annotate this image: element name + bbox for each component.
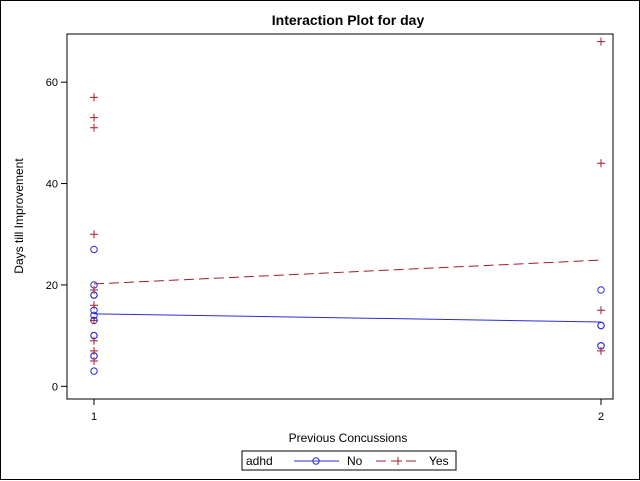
legend-title: adhd [246, 454, 273, 468]
data-point-no [597, 321, 605, 330]
data-point-yes [90, 301, 98, 310]
chart-title: Interaction Plot for day [272, 12, 425, 28]
data-point-yes [90, 286, 98, 295]
mean-line-yes [93, 259, 602, 285]
y-tick-label: 0 [52, 381, 58, 393]
legend-box [241, 450, 457, 471]
data-point-no [597, 286, 605, 294]
legend-marker-no [312, 457, 320, 465]
legend-marker-yes [394, 457, 402, 465]
x-tick-label: 2 [598, 411, 604, 423]
data-point-yes [90, 316, 98, 325]
data-point-yes [90, 93, 98, 102]
series-layer [90, 37, 605, 375]
mean-line-no [93, 313, 602, 323]
data-point-yes [597, 306, 605, 315]
y-tick-label: 20 [46, 280, 58, 292]
data-point-yes [597, 37, 605, 46]
legend-label-no: No [347, 454, 363, 468]
data-point-yes [90, 336, 98, 345]
data-point-yes [90, 123, 98, 132]
data-point-no [90, 367, 98, 375]
y-axis-label: Days till Improvement [12, 158, 26, 274]
y-axis: 0 20 40 60 [46, 77, 67, 393]
x-tick-label: 1 [91, 411, 97, 423]
x-axis-label: Previous Concussions [289, 431, 408, 445]
data-point-yes [90, 230, 98, 239]
data-point-yes [597, 159, 605, 168]
data-point-yes [90, 113, 98, 122]
legend-label-yes: Yes [429, 454, 449, 468]
plot-area [66, 33, 614, 400]
data-point-yes [597, 346, 605, 355]
legend-entries: No Yes [294, 454, 449, 468]
data-point-yes [90, 346, 98, 355]
data-point-yes [90, 356, 98, 365]
y-tick-label: 40 [46, 179, 58, 191]
y-tick-label: 60 [46, 77, 58, 89]
legend: adhd No Yes [241, 450, 457, 471]
data-point-no [90, 245, 98, 254]
